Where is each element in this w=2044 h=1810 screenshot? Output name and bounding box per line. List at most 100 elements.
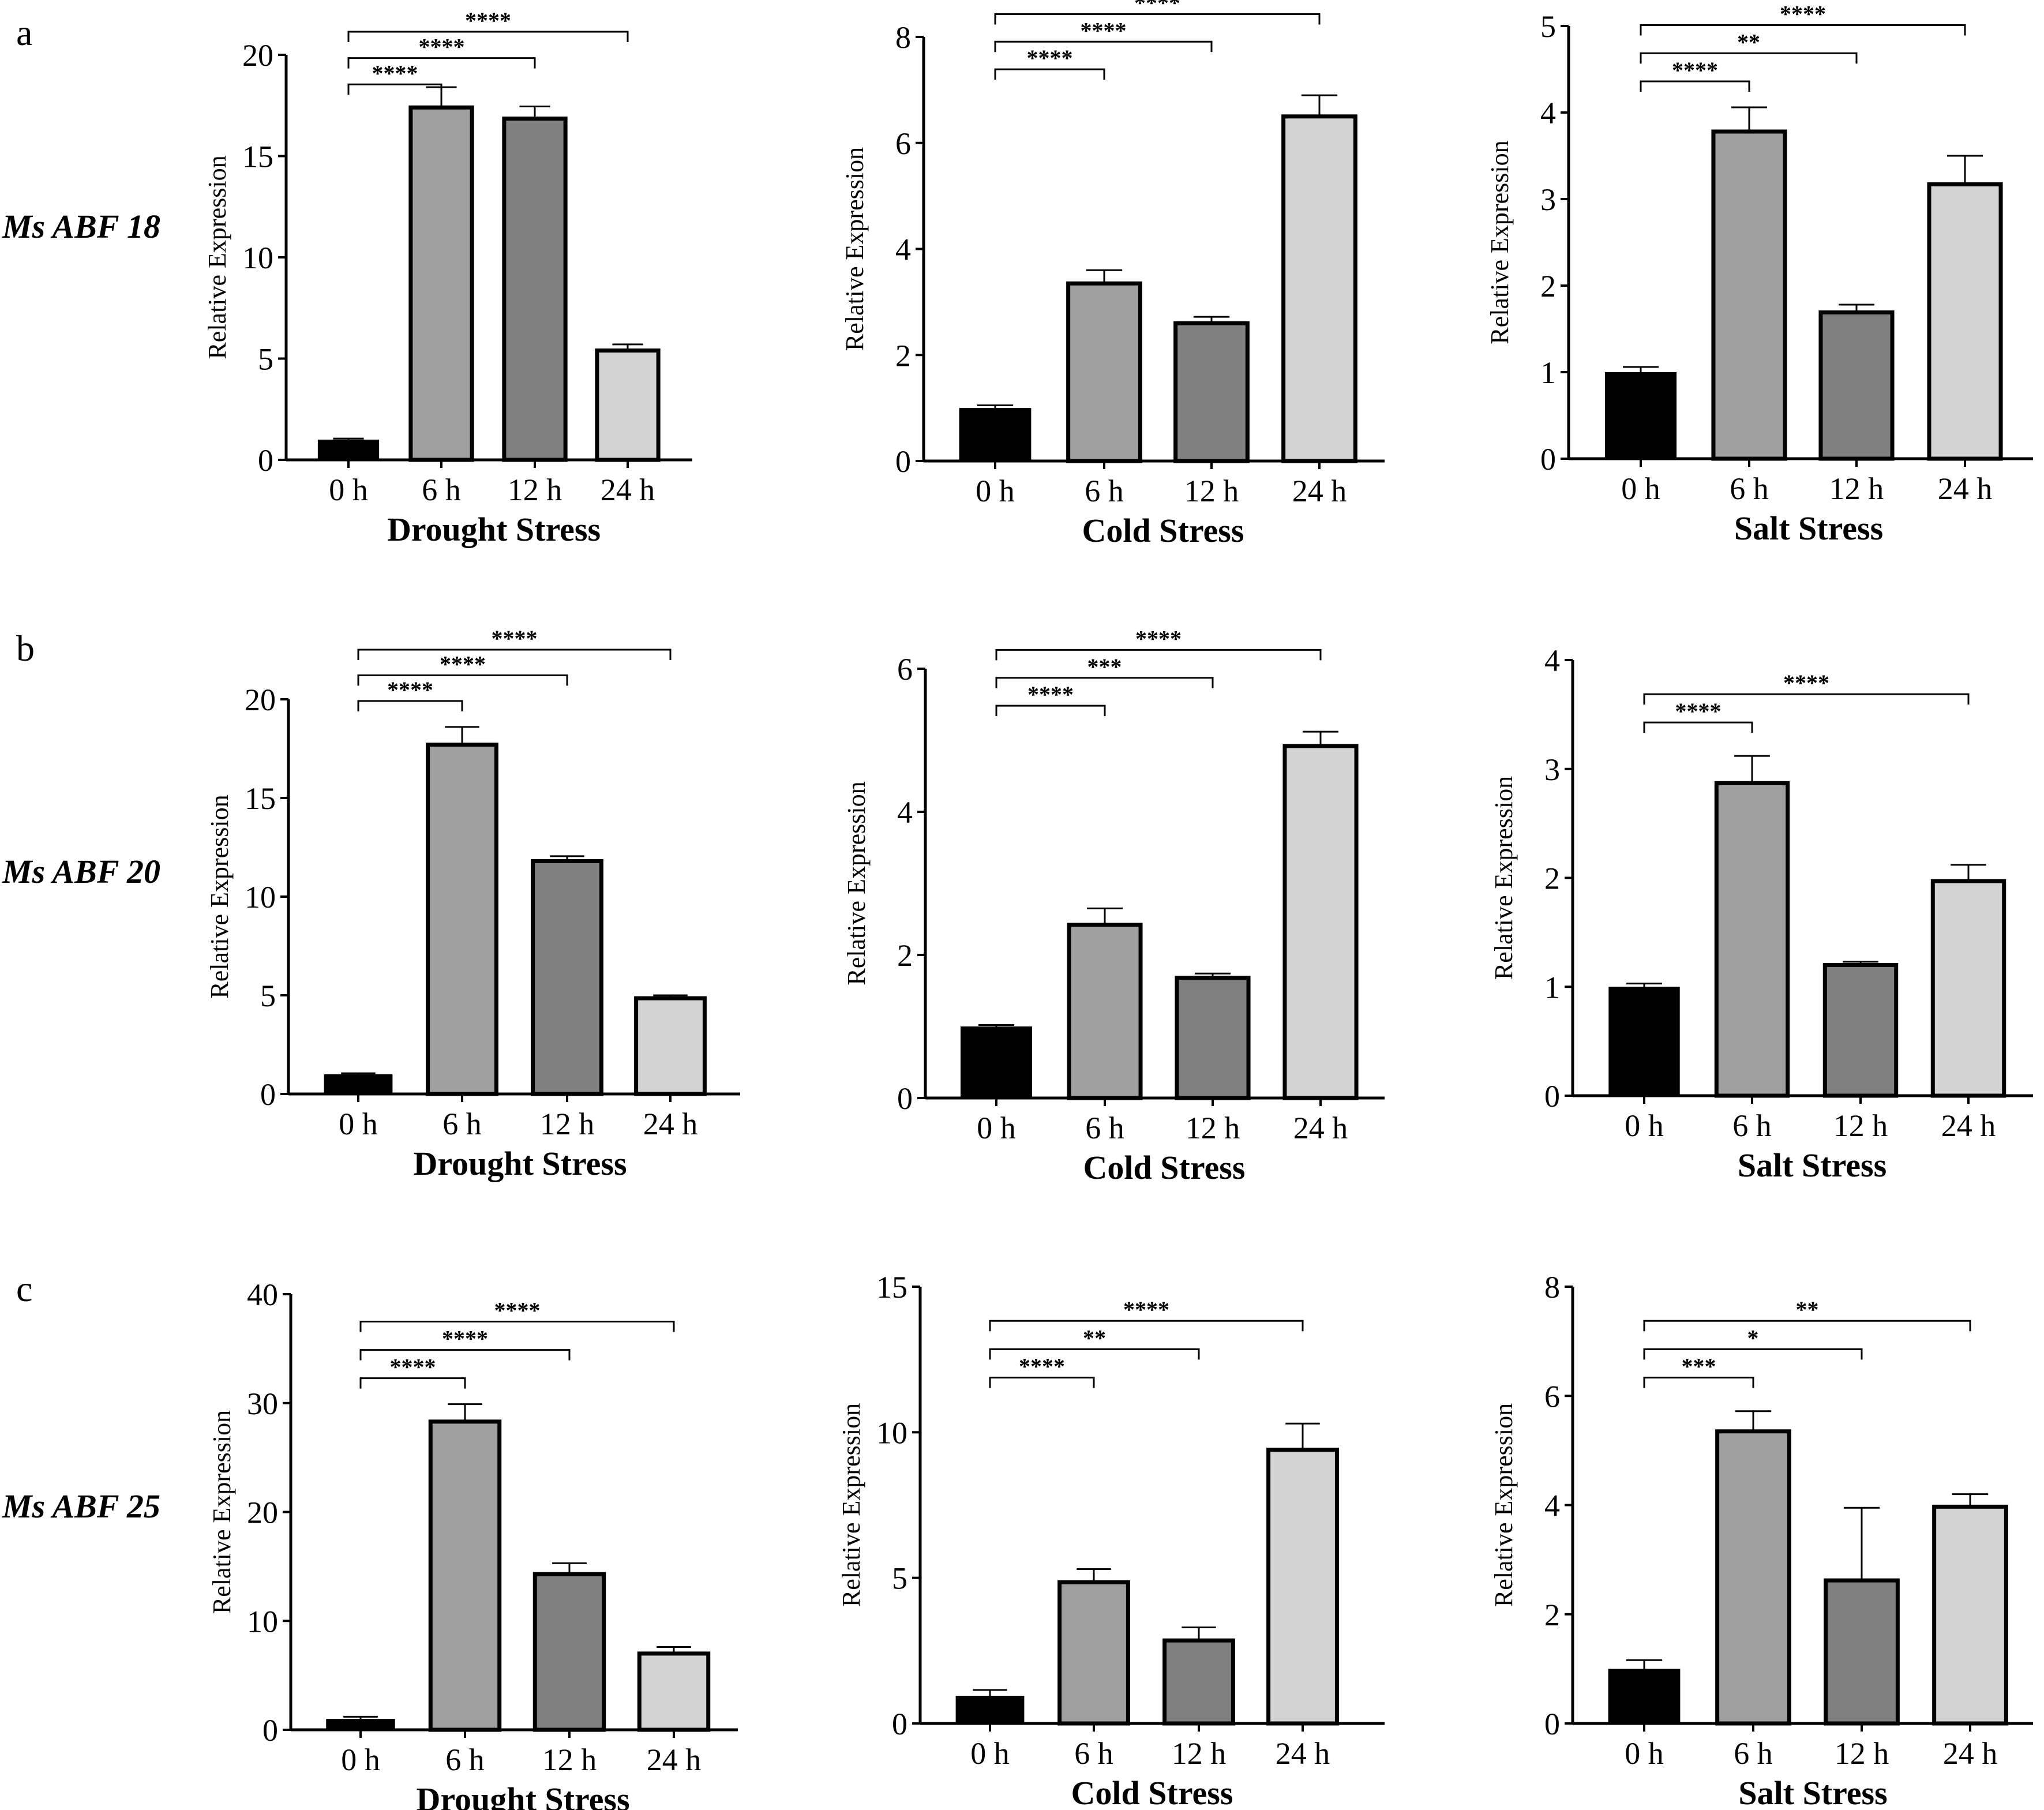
y-tick-label: 6 [897,652,913,687]
x-tick-label: 0 h [329,473,368,507]
significance-label: **** [1780,1,1826,27]
significance-label: **** [1027,45,1073,71]
significance-bracket [995,649,1322,661]
y-tick-label: 20 [247,1496,278,1530]
x-tick-label: 24 h [1293,1111,1348,1145]
y-tick-label: 10 [876,1415,907,1450]
y-tick-label: 0 [892,1707,907,1741]
bar-12h [1173,321,1250,463]
significance-label: * [1747,1325,1759,1351]
y-axis-title: Relative Expression [205,795,234,998]
panel-letter-c: c [16,1268,32,1309]
significance-bracket [359,1320,675,1332]
y-tick-label: 0 [897,1081,913,1116]
y-tick-label: 3 [1540,182,1556,217]
y-tick-label: 15 [245,781,276,816]
panel-letter-a: a [16,12,32,53]
x-tick-label: 24 h [643,1107,698,1141]
y-tick-label: 8 [1544,1270,1560,1305]
significance-bracket [357,674,568,686]
y-axis-title: Relative Expression [203,155,231,359]
significance-bracket [1643,1377,1754,1388]
significance-label: **** [419,34,465,60]
bar-24h [1927,182,2003,461]
bar-24h [1282,744,1359,1100]
x-tick-label: 24 h [647,1742,702,1777]
y-tick-label: 8 [895,20,911,55]
significance-bracket [357,649,672,660]
x-tick-label: 0 h [976,474,1015,508]
chart-b-cold-stress: 0 2 4 6 0 h 6 h 12 h 24 h Cold Stress Relative Ex… [842,625,1385,1186]
significance-bracket [1640,24,1966,36]
significance-bracket [994,68,1105,80]
x-axis-title: Drought Stress [387,511,601,548]
bar-12h [502,117,568,462]
bar-24h [1281,114,1357,463]
bar-12h [1162,1638,1235,1726]
bar-6h [1067,923,1143,1100]
significance-label: **** [1123,1296,1169,1322]
significance-bracket [994,13,1321,25]
y-tick-label: 15 [876,1270,907,1305]
significance-label: **** [492,625,538,651]
x-axis-title: Salt Stress [1738,1146,1887,1184]
x-tick-label: 6 h [1085,1111,1124,1145]
significance-bracket [347,31,629,42]
significance-label: **** [1135,625,1182,651]
bar-24h [1932,1504,2008,1726]
bar-6h [1711,129,1787,461]
y-tick-label: 40 [247,1277,278,1312]
x-tick-label: 24 h [1938,471,1993,506]
bar-6h [1715,1429,1791,1726]
x-tick-label: 12 h [1833,1108,1888,1143]
significance-label: **** [1134,0,1180,16]
y-tick-label: 4 [1544,1489,1560,1523]
y-tick-label: 2 [1544,861,1560,896]
y-tick-label: 4 [895,233,911,267]
significance-bracket [357,700,463,711]
bar-12h [532,1572,606,1732]
significance-label: **** [465,8,511,33]
x-tick-label: 24 h [1292,474,1347,508]
chart-b-salt-stress: 0 1 2 3 4 0 h 6 h 12 h 24 h Salt Stress Relative E… [1490,643,2033,1184]
significance-bracket [1640,52,1858,64]
y-tick-label: 15 [242,140,273,174]
x-tick-label: 12 h [1184,474,1239,508]
gene-label-abf20: Ms ABF 20 [2,853,160,890]
bar-0h [326,1719,395,1730]
x-tick-label: 6 h [1085,474,1124,508]
y-tick-label: 4 [1544,643,1560,678]
y-tick-label: 5 [892,1561,907,1596]
y-tick-label: 2 [895,338,911,373]
significance-label: ** [1737,29,1760,55]
y-tick-label: 20 [245,683,276,717]
bar-6h [428,1419,502,1732]
x-tick-label: 0 h [341,1742,380,1777]
bar-6h [426,743,498,1096]
significance-bracket [995,704,1106,717]
significance-label: **** [1783,670,1829,696]
bar-12h [1822,963,1899,1098]
y-tick-label: 0 [262,1713,278,1748]
x-tick-label: 12 h [1829,471,1884,506]
y-tick-label: 0 [1544,1079,1560,1114]
x-tick-label: 0 h [1625,1108,1664,1143]
bar-0h [959,408,1032,461]
bar-0h [960,1026,1033,1098]
x-tick-label: 0 h [970,1736,1010,1771]
bar-24h [1266,1448,1339,1726]
y-tick-label: 10 [242,241,273,275]
significance-label: **** [1675,698,1722,724]
significance-bracket [359,1377,466,1389]
gene-label-abf25: Ms ABF 25 [2,1487,160,1525]
x-axis-title: Cold Stress [1071,1774,1233,1810]
y-axis-title: Relative Expression [1486,140,1514,344]
y-tick-label: 0 [260,1077,276,1112]
y-tick-label: 6 [1544,1379,1560,1414]
y-tick-label: 2 [1544,1598,1560,1632]
x-tick-label: 12 h [1186,1111,1240,1145]
chart-c-salt-stress: 0 2 4 6 8 0 h 6 h 12 h 24 h Salt Stress Relative E… [1490,1270,2033,1810]
significance-bracket [347,57,536,69]
bar-12h [531,859,603,1096]
significance-bracket [989,1377,1095,1388]
